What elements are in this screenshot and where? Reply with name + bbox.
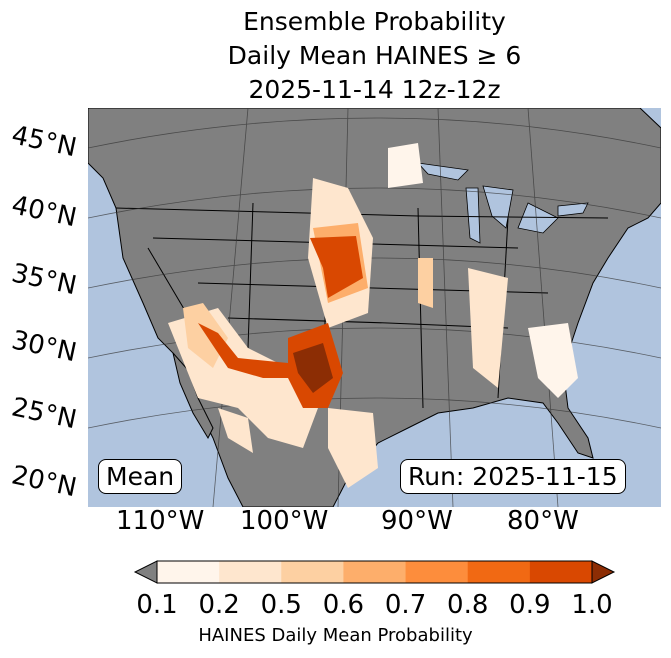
- colorbar-bin: [343, 561, 407, 583]
- lat-label-30: 30°N: [8, 325, 80, 369]
- lat-label-45: 45°N: [8, 120, 80, 164]
- colorbar-tick-label: 0.2: [198, 590, 240, 620]
- lat-label-40: 40°N: [8, 190, 80, 234]
- lon-label-80w: 80°W: [507, 506, 579, 536]
- colorbar-tick-label: 0.5: [260, 590, 302, 620]
- lat-label-35: 35°N: [8, 258, 80, 302]
- land: [88, 108, 661, 507]
- colorbar-bin: [467, 561, 531, 583]
- colorbar: [133, 560, 616, 584]
- mean-label: Mean: [98, 459, 183, 494]
- run-label: Run: 2025-11-15: [400, 459, 626, 494]
- colorbar-under-arrow: [133, 560, 158, 584]
- lon-label-100w: 100°W: [240, 506, 329, 536]
- title-line-2: Daily Mean HAINES ≥ 6: [227, 41, 522, 70]
- lon-label-110w: 110°W: [116, 506, 205, 536]
- map: [88, 108, 661, 507]
- colorbar-tick-label: 0.7: [384, 590, 427, 620]
- title-line-1: Ensemble Probability: [243, 7, 506, 36]
- title-line-3: 2025-11-14 12z-12z: [248, 75, 501, 104]
- colorbar-bin: [529, 561, 593, 583]
- state-borders: [115, 202, 609, 409]
- colorbar-tick-label: 0.1: [136, 590, 178, 620]
- colorbar-tick-label: 0.6: [322, 590, 365, 620]
- probability-field: [168, 143, 578, 488]
- colorbar-tick-label: 0.8: [447, 590, 489, 620]
- colorbar-bin: [405, 561, 469, 583]
- colorbar-bin: [157, 561, 220, 583]
- colorbar-bin: [281, 561, 344, 583]
- great-lakes: [416, 162, 589, 244]
- colorbar-label: HAINES Daily Mean Probability: [198, 625, 473, 646]
- lon-label-90w: 90°W: [381, 506, 453, 536]
- colorbar-tick-label: 1.0: [571, 590, 613, 620]
- colorbar-over-arrow: [591, 560, 616, 584]
- lat-label-25: 25°N: [8, 392, 80, 436]
- lat-label-20: 20°N: [8, 460, 80, 504]
- colorbar-tick-label: 0.9: [509, 590, 551, 620]
- graticule: [88, 108, 661, 507]
- colorbar-bin: [219, 561, 282, 583]
